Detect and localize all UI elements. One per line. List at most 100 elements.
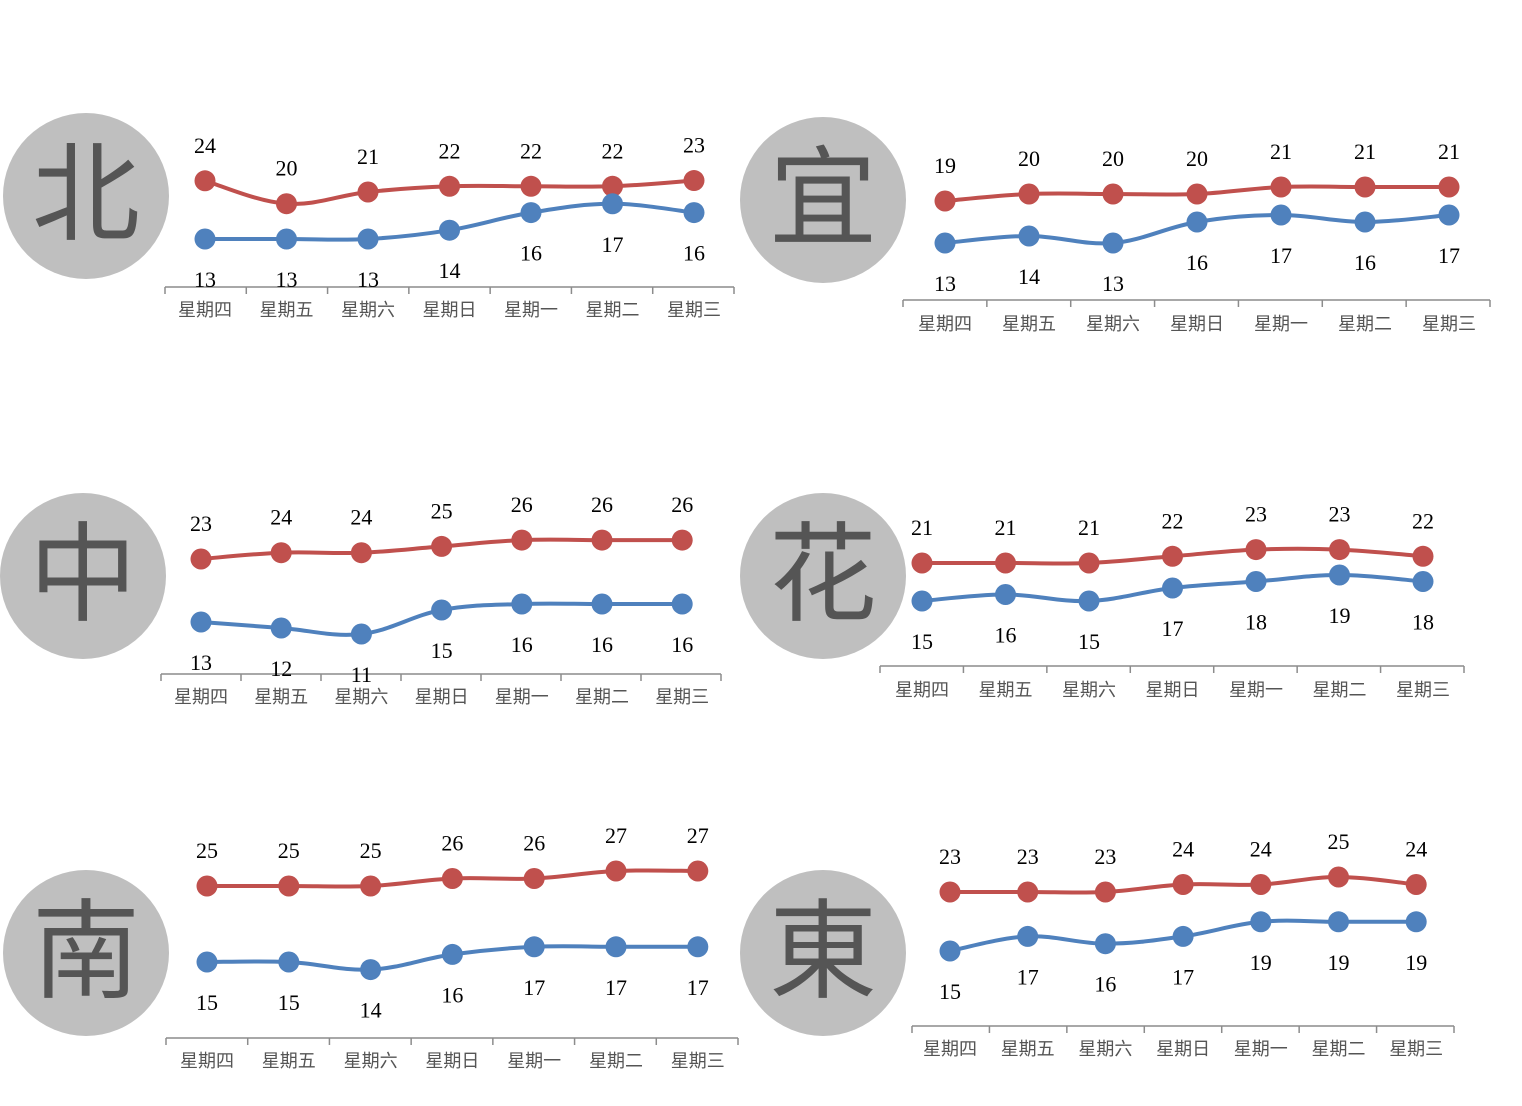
low-temp-point xyxy=(1405,911,1427,933)
high-temp-point xyxy=(1102,183,1124,205)
x-tick-label: 星期六 xyxy=(1078,1039,1132,1060)
high-temp-label: 21 xyxy=(1078,515,1100,540)
low-temp-label: 11 xyxy=(351,662,372,687)
x-tick-label: 星期三 xyxy=(667,300,721,321)
x-tick-label: 星期五 xyxy=(979,680,1033,701)
x-tick-label: 星期六 xyxy=(334,687,388,708)
x-tick-label: 星期四 xyxy=(923,1039,977,1060)
x-tick-label: 星期二 xyxy=(1312,1039,1366,1060)
low-temp-label: 17 xyxy=(602,232,624,257)
x-tick-label: 星期四 xyxy=(178,300,232,321)
region-name: 北 xyxy=(31,133,140,258)
high-temp-label: 20 xyxy=(1102,146,1124,171)
high-temp-label: 21 xyxy=(911,515,933,540)
high-temp-point xyxy=(523,868,545,889)
low-temp-label: 15 xyxy=(278,990,300,1015)
high-temp-label: 19 xyxy=(934,153,956,178)
high-temp-point xyxy=(1172,874,1194,895)
low-temp-point xyxy=(687,936,709,958)
x-tick-label: 星期四 xyxy=(180,1051,234,1072)
high-temp-label: 23 xyxy=(1329,502,1351,527)
x-tick-label: 星期日 xyxy=(425,1051,479,1072)
x-tick-label: 星期五 xyxy=(1002,314,1056,335)
region-badge: 北 xyxy=(3,113,169,279)
high-temp-label: 22 xyxy=(1162,508,1184,533)
low-temp-label: 15 xyxy=(939,979,961,1004)
low-temp-label: 17 xyxy=(1438,243,1460,268)
high-temp-label: 24 xyxy=(1405,837,1427,862)
low-temp-point xyxy=(1245,571,1267,592)
high-temp-point xyxy=(671,529,693,551)
high-temp-label: 25 xyxy=(431,498,453,523)
high-temp-label: 24 xyxy=(1250,837,1272,862)
high-temp-point xyxy=(1186,183,1208,205)
x-tick-label: 星期三 xyxy=(1389,1039,1443,1060)
high-temp-label: 21 xyxy=(1270,139,1292,164)
high-temp-label: 23 xyxy=(1245,502,1267,527)
x-tick-label: 星期日 xyxy=(415,687,469,708)
high-temp-label: 27 xyxy=(687,823,709,848)
high-temp-point xyxy=(350,542,372,564)
low-temp-point xyxy=(1094,933,1116,955)
low-temp-label: 12 xyxy=(270,656,292,681)
low-temp-label: 19 xyxy=(1329,603,1351,628)
x-tick-label: 星期四 xyxy=(174,687,228,708)
low-temp-point xyxy=(683,202,705,224)
high-temp-point xyxy=(1078,552,1100,574)
low-temp-point xyxy=(671,593,693,615)
x-tick-label: 星期五 xyxy=(254,687,308,708)
low-temp-label: 16 xyxy=(441,982,463,1007)
high-temp-point xyxy=(911,552,933,574)
x-tick-label: 星期日 xyxy=(1146,680,1200,701)
high-temp-point xyxy=(190,548,212,570)
high-temp-point xyxy=(683,170,705,192)
low-temp-label: 13 xyxy=(934,271,956,296)
low-temp-point xyxy=(1438,204,1460,226)
high-temp-point xyxy=(1438,176,1460,198)
low-temp-point xyxy=(1018,225,1040,247)
x-tick-label: 星期二 xyxy=(1338,314,1392,335)
high-temp-label: 25 xyxy=(360,838,382,863)
x-tick-label: 星期五 xyxy=(262,1051,316,1072)
low-temp-label: 16 xyxy=(591,632,613,657)
region-badge: 花 xyxy=(740,493,906,659)
low-temp-label: 13 xyxy=(194,267,216,292)
high-temp-point xyxy=(1405,874,1427,895)
high-temp-point xyxy=(1094,881,1116,903)
region-badge: 中 xyxy=(0,493,166,659)
high-temp-label: 25 xyxy=(1328,829,1350,854)
high-temp-label: 26 xyxy=(591,492,613,517)
high-temp-label: 26 xyxy=(511,492,533,517)
high-temp-label: 24 xyxy=(350,505,372,530)
low-temp-point xyxy=(1186,211,1208,233)
temperature-chart-central: 星期四 星期五 星期六 星期日 星期一 星期二 星期三 23 24 24 25 26 26 26 13 12 1… xyxy=(160,492,722,708)
x-tick-label: 星期三 xyxy=(1422,314,1476,335)
x-tick-label: 星期一 xyxy=(504,300,558,321)
high-temp-label: 20 xyxy=(1186,146,1208,171)
low-temp-point xyxy=(278,951,300,973)
x-tick-label: 星期五 xyxy=(1001,1039,1055,1060)
low-temp-point xyxy=(190,611,212,633)
high-temp-point xyxy=(441,868,463,889)
low-temp-label: 13 xyxy=(357,267,379,292)
low-temp-point xyxy=(1172,925,1194,947)
x-tick-label: 星期六 xyxy=(341,300,395,321)
low-temp-point xyxy=(1412,571,1434,592)
temperature-chart-yilan: 星期四 星期五 星期六 星期日 星期一 星期二 星期三 19 20 20 20 21 21 21 13 14 1… xyxy=(902,139,1491,335)
low-temp-point xyxy=(602,193,623,215)
high-temp-label: 25 xyxy=(278,838,300,863)
region-name: 花 xyxy=(768,513,877,638)
low-temp-point xyxy=(1328,911,1349,933)
x-tick-label: 星期一 xyxy=(1254,314,1308,335)
x-tick-label: 星期二 xyxy=(589,1051,643,1072)
low-temp-label: 16 xyxy=(995,623,1017,648)
high-temp-point xyxy=(602,175,623,197)
high-temp-label: 23 xyxy=(190,511,212,536)
high-temp-point xyxy=(439,175,460,197)
high-temp-point xyxy=(1354,176,1376,198)
low-temp-label: 15 xyxy=(911,629,933,654)
x-tick-label: 星期一 xyxy=(1234,1039,1288,1060)
high-temp-label: 22 xyxy=(1412,508,1434,533)
region-badge: 南 xyxy=(3,870,169,1036)
high-temp-label: 23 xyxy=(1094,844,1116,869)
